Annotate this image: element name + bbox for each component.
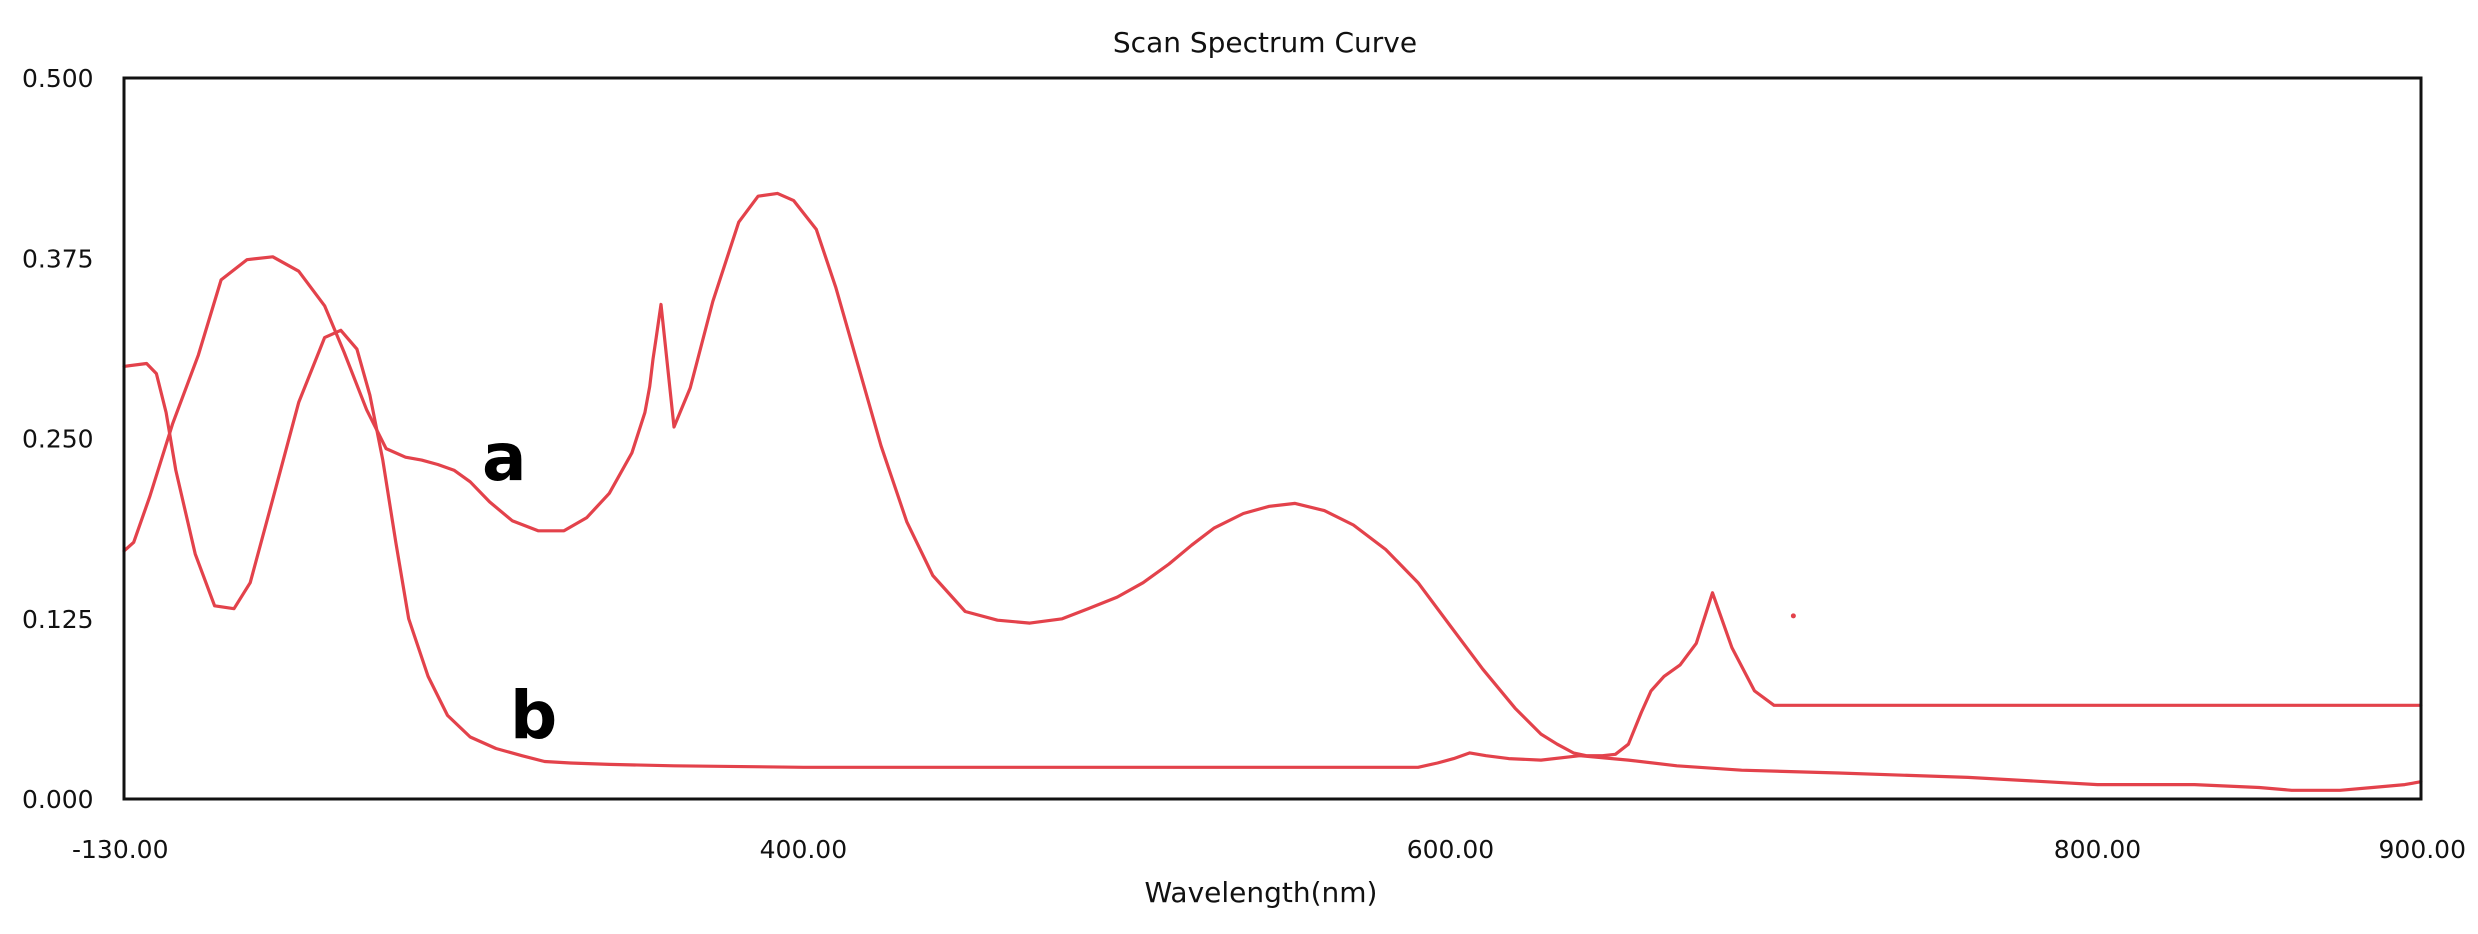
series-line-b bbox=[122, 328, 2423, 792]
y-tick-label: 0.250 bbox=[22, 425, 94, 454]
y-tick-label: 0.500 bbox=[22, 64, 94, 93]
y-tick-label: 0.125 bbox=[22, 605, 94, 634]
x-tick-label: 800.00 bbox=[2054, 835, 2141, 864]
x-axis-ticks: -130.00 400.00 600.00 800.00 900.00 bbox=[72, 835, 2466, 864]
x-tick-label: 900.00 bbox=[2379, 835, 2466, 864]
curve-label-a: a bbox=[482, 419, 527, 496]
x-tick-label: -130.00 bbox=[72, 835, 169, 864]
series-line-a bbox=[122, 191, 2423, 758]
stray-point bbox=[1790, 613, 1796, 619]
y-axis-ticks: 0.000 0.125 0.250 0.375 0.500 bbox=[22, 64, 94, 814]
x-tick-label: 400.00 bbox=[760, 835, 847, 864]
curve-label-b: b bbox=[510, 677, 557, 754]
chart-title: Scan Spectrum Curve bbox=[1113, 26, 1417, 59]
y-tick-label: 0.375 bbox=[22, 244, 94, 273]
x-axis-label: Wavelength(nm) bbox=[1145, 876, 1378, 909]
y-tick-label: 0.000 bbox=[22, 785, 94, 814]
plot-frame bbox=[122, 76, 2423, 801]
plot-lines bbox=[122, 191, 2423, 792]
curve-labels: ab bbox=[482, 419, 557, 754]
x-tick-label: 600.00 bbox=[1407, 835, 1494, 864]
